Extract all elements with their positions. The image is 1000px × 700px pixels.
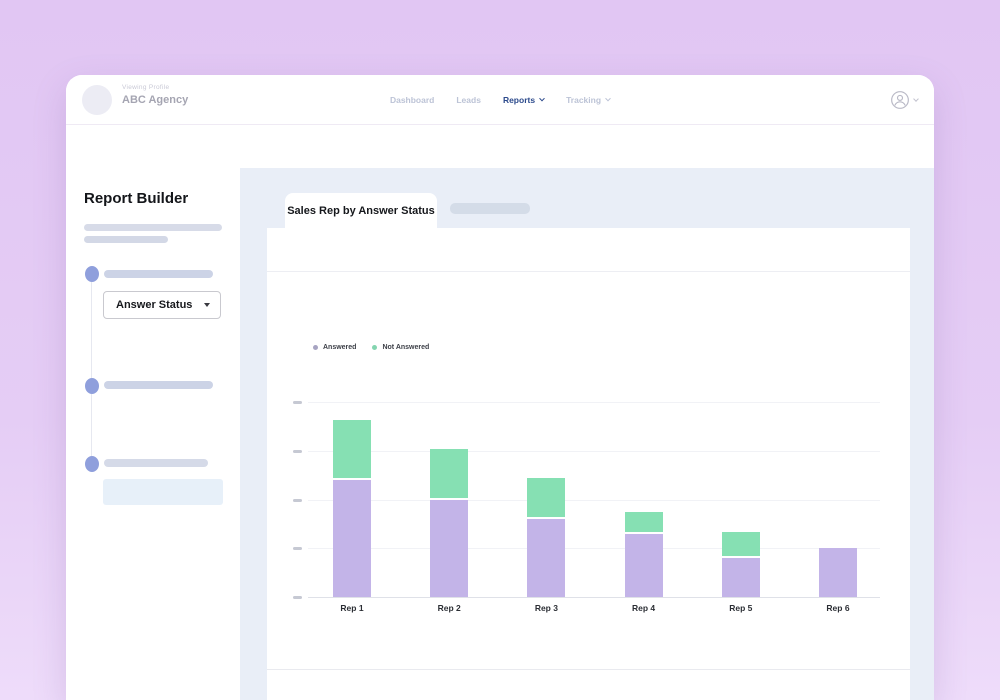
stacked-bar-chart: Rep 1 Rep 2 Rep 3 Rep 4 Rep 5 Rep 6 [267,228,910,700]
skeleton-line [84,236,168,243]
x-axis-label: Rep 3 [534,603,558,613]
tab-sales-rep-by-answer-status[interactable]: Sales Rep by Answer Status [285,193,437,228]
step-dot-1 [85,266,99,282]
step-dot-2 [85,378,99,394]
sidebar-title: Report Builder [84,190,189,207]
user-account-menu[interactable] [890,90,919,110]
y-axis-tick-label [293,449,302,453]
gridline [308,450,880,452]
dropdown-caret-icon [204,303,210,307]
chevron-down-icon [913,96,919,102]
main-nav: Dashboard Leads Reports Tracking [66,75,934,125]
chevron-down-icon [539,95,545,102]
main-panel: Sales Rep by Answer Status Answered Not … [240,168,934,700]
skeleton-line [104,270,213,278]
x-axis-label: Rep 1 [340,603,364,613]
bar-not-answered-rep-1 [333,419,371,478]
step-dot-3 [85,456,99,472]
agency-avatar [82,85,112,115]
y-axis-tick-label [293,401,302,404]
top-navbar: Viewing Profile ABC Agency Dashboard Lea… [66,75,934,125]
report-builder-sidebar: Report Builder Answer Status [66,168,240,700]
skeleton-box [103,479,223,505]
step-connector [91,394,92,456]
card-divider [267,669,910,670]
account-circle-icon [891,91,909,109]
bar-answered-rep-4 [624,533,663,597]
viewing-profile-label: Viewing Profile [122,84,170,91]
y-axis-tick-label [293,596,302,599]
legend-label-not-answered: Not Answered [382,344,430,351]
bar-not-answered-rep-2 [430,448,469,498]
bar-answered-rep-3 [527,519,566,597]
nav-reports-label: Reports [502,95,536,105]
app-window: Viewing Profile ABC Agency Dashboard Lea… [66,75,934,700]
nav-tracking-label: Tracking [566,95,602,105]
x-axis-label: Rep 2 [437,603,461,613]
skeleton-tab [450,203,530,214]
skeleton-line [84,224,222,231]
step-connector [91,282,92,378]
legend-dot-not-answered [372,345,378,350]
nav-reports[interactable]: Reports [502,95,545,105]
bar-answered-rep-6 [819,548,857,597]
chevron-down-icon [605,95,611,102]
bar-not-answered-rep-5 [721,531,760,556]
profile-block: Viewing Profile ABC Agency [122,84,188,106]
answer-status-select[interactable]: Answer Status [103,291,221,319]
gridline [308,548,880,550]
bar-answered-rep-2 [430,499,469,597]
gridline [308,402,880,403]
x-axis-line [308,597,880,598]
x-axis-label: Rep 6 [826,603,850,613]
bar-not-answered-rep-3 [527,478,566,517]
bar-answered-rep-5 [721,558,760,597]
legend-item-not-answered: Not Answered [372,344,429,351]
bar-not-answered-rep-4 [624,512,663,532]
nav-dashboard[interactable]: Dashboard [389,95,435,105]
x-axis-label: Rep 5 [729,603,753,613]
nav-tracking[interactable]: Tracking [566,95,611,105]
chart-card: Answered Not Answered Rep 1 Rep 2 Rep 3 Rep… [267,228,910,700]
nav-leads[interactable]: Leads [456,95,481,105]
legend-dot-answered [313,345,318,350]
y-axis-tick-label [293,547,302,551]
legend-item-answered: Answered [313,344,356,351]
chart-legend: Answered Not Answered [313,344,429,351]
skeleton-line [104,459,208,467]
bar-answered-rep-1 [333,480,371,597]
chart-card-header [267,228,910,272]
agency-name: ABC Agency [122,94,189,106]
gridline [308,499,880,501]
legend-label-answered: Answered [323,344,357,351]
y-axis-tick-label [293,498,302,502]
skeleton-line [104,381,213,389]
x-axis-label: Rep 4 [632,603,656,613]
answer-status-value: Answer Status [116,299,193,311]
header-spacer [66,125,934,168]
